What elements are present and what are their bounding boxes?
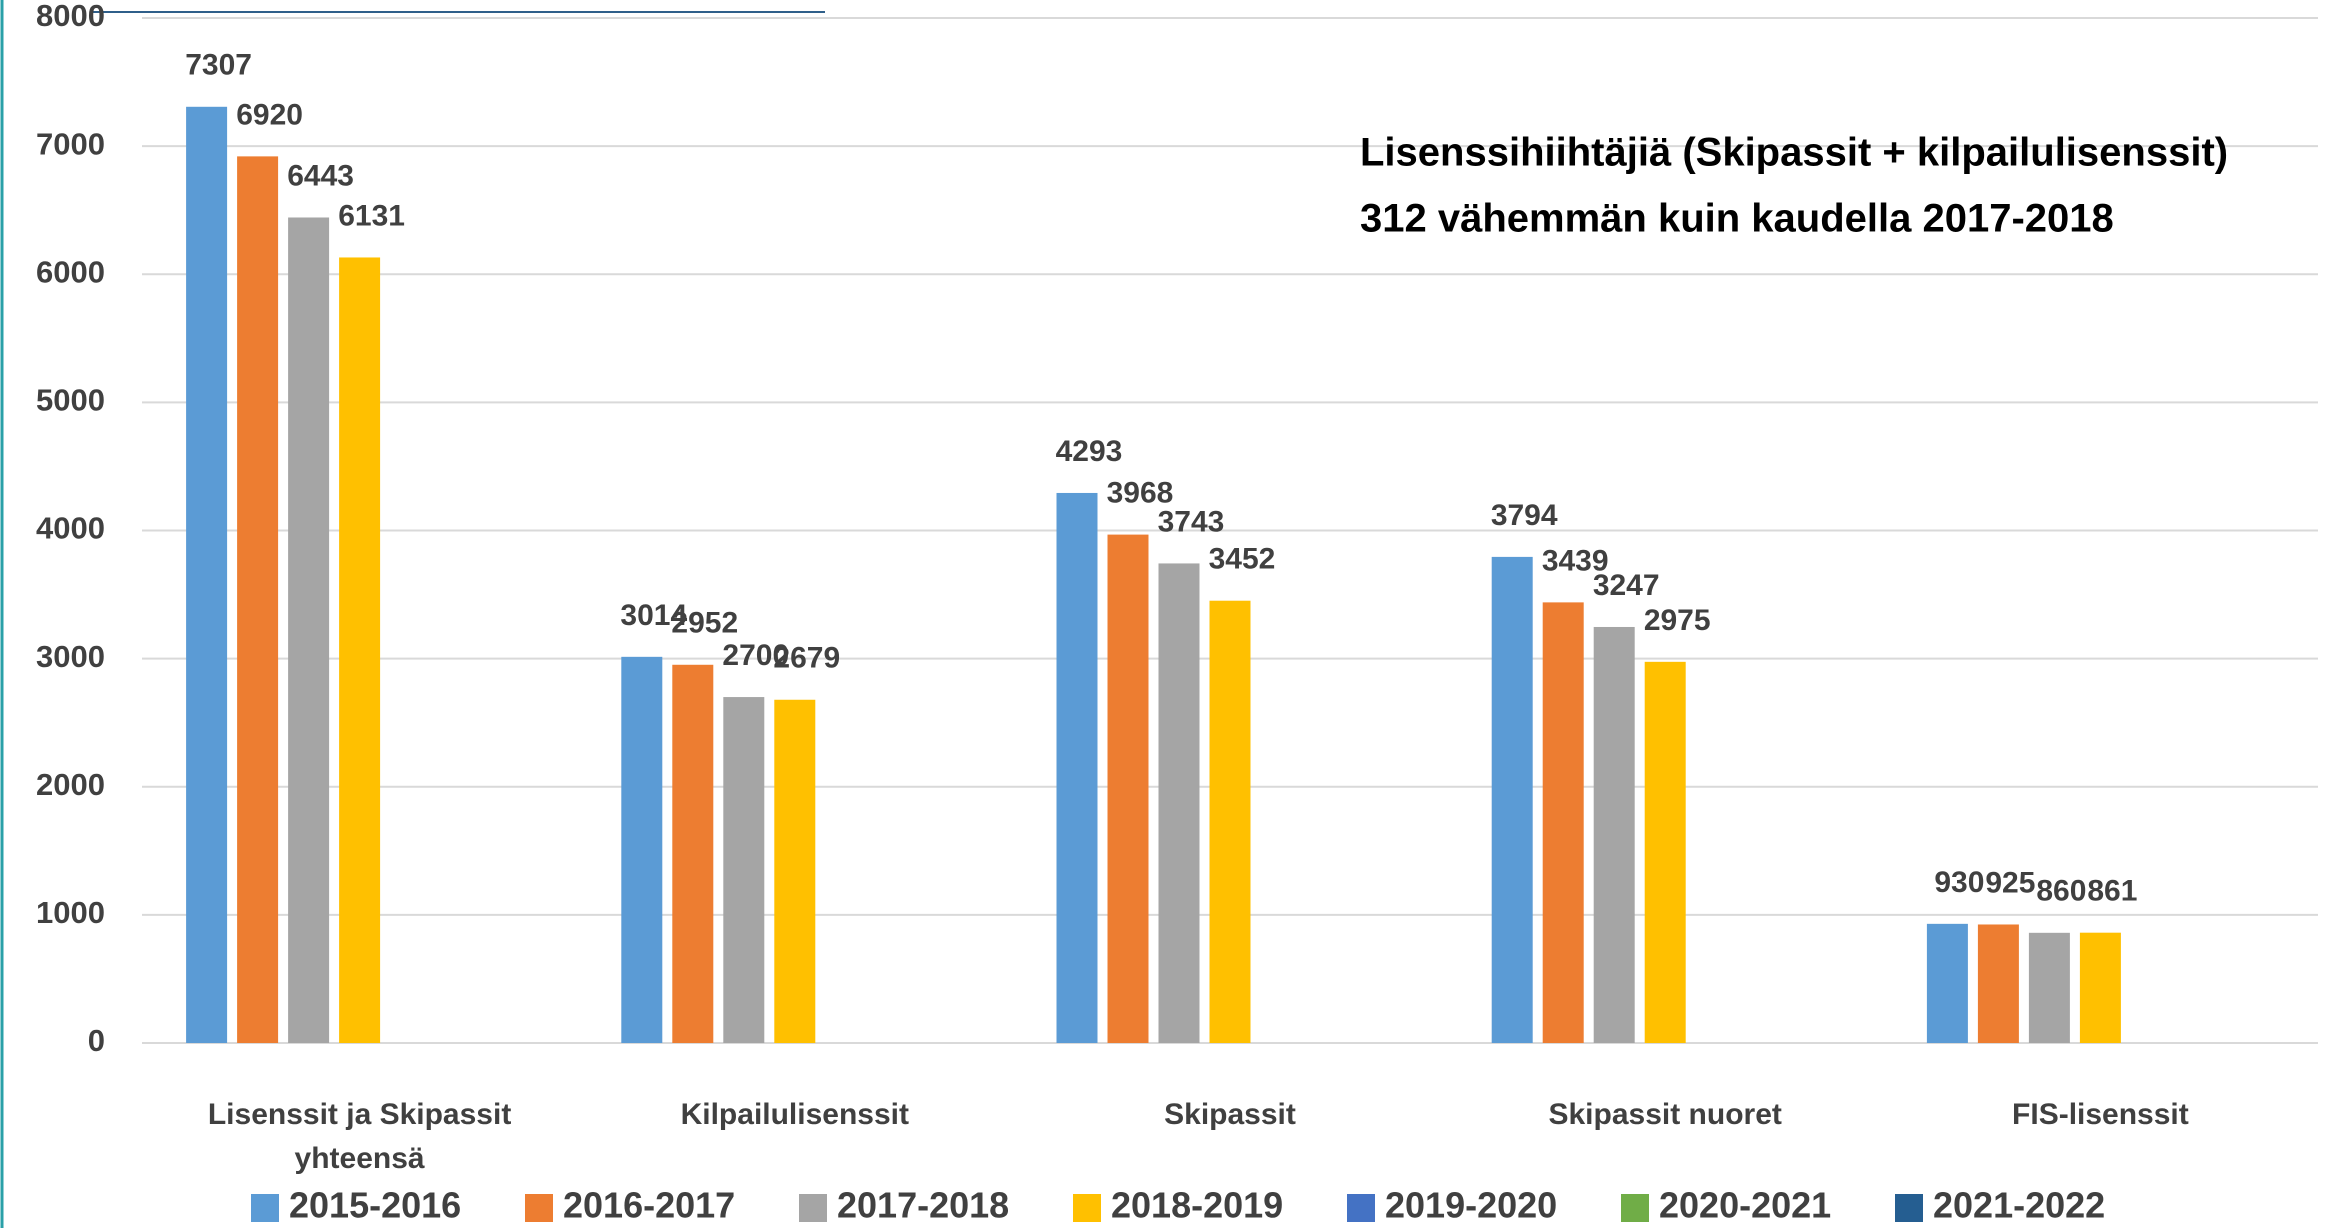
x-tick-label: Skipassit nuoret [1548,1098,1782,1131]
bar [1158,563,1200,1043]
data-label: 3968 [1107,477,1174,510]
legend-label: 2016-2017 [563,1185,735,1226]
legend-swatch [799,1194,827,1222]
legend-swatch [1895,1194,1923,1222]
data-label: 2679 [773,642,840,675]
y-tick-label: 4000 [36,511,105,546]
annotation: Lisenssihiihtäjiä (Skipassit + kilpailul… [1360,131,2228,175]
bar [1491,556,1533,1043]
legend-swatch [251,1194,279,1222]
x-tick-label: FIS-lisenssit [2012,1098,2189,1131]
bar [1593,626,1635,1043]
bar [2079,932,2121,1043]
bar [1056,492,1098,1044]
bar [1209,600,1251,1043]
data-label: 925 [1985,866,2035,899]
annotation: 312 vähemmän kuin kaudella 2017-2018 [1360,197,2114,241]
y-tick-label: 3000 [36,639,105,674]
bar [186,106,228,1043]
data-label: 860 [2036,875,2086,908]
bar [1926,923,1968,1043]
y-tick-label: 7000 [36,126,105,161]
bar [1977,924,2019,1043]
y-tick-label: 2000 [36,767,105,802]
bar [1542,602,1584,1043]
data-label: 7307 [185,49,252,82]
bar [672,664,714,1043]
legend-label: 2021-2022 [1933,1185,2105,1226]
bar [339,257,381,1043]
data-label: 3247 [1593,569,1660,602]
y-tick-label: 6000 [36,254,105,289]
bar [1107,534,1149,1043]
x-tick-label: Lisenssit ja Skipassit yhteensä [207,1098,512,1175]
legend-swatch [1347,1194,1375,1222]
bar [288,217,330,1044]
data-label: 930 [1934,866,1984,899]
data-label: 2700 [722,639,789,672]
y-tick-label: 8000 [36,0,105,33]
legend-label: 2018-2019 [1111,1185,1283,1226]
data-label: 3794 [1491,499,1558,532]
legend-label: 2020-2021 [1659,1185,1831,1226]
data-label: 6920 [236,98,303,131]
x-tick-label: Skipassit [1164,1098,1296,1131]
data-label: 861 [2087,875,2137,908]
y-tick-label: 5000 [36,383,105,418]
data-label: 6131 [338,199,405,232]
legend-label: 2019-2020 [1385,1185,1557,1226]
legend-label: 2015-2016 [289,1185,461,1226]
data-label: 3743 [1158,505,1225,538]
data-label: 2975 [1644,604,1711,637]
legend-swatch [525,1194,553,1222]
data-label: 2952 [671,607,738,640]
bar [774,699,816,1043]
bar [237,156,279,1043]
bar [1644,661,1686,1043]
data-label: 3439 [1542,544,1609,577]
data-label: 4293 [1056,435,1123,468]
legend-swatch [1621,1194,1649,1222]
bar [723,697,765,1043]
x-tick-label: Kilpailulisenssit [680,1098,909,1131]
bar [2028,932,2070,1043]
data-label: 3452 [1209,543,1276,576]
y-tick-label: 0 [88,1023,105,1058]
data-label: 3014 [620,599,687,632]
y-tick-label: 1000 [36,895,105,930]
legend-swatch [1073,1194,1101,1222]
bar [621,656,663,1043]
data-label: 6443 [287,159,354,192]
legend-label: 2017-2018 [837,1185,1009,1226]
